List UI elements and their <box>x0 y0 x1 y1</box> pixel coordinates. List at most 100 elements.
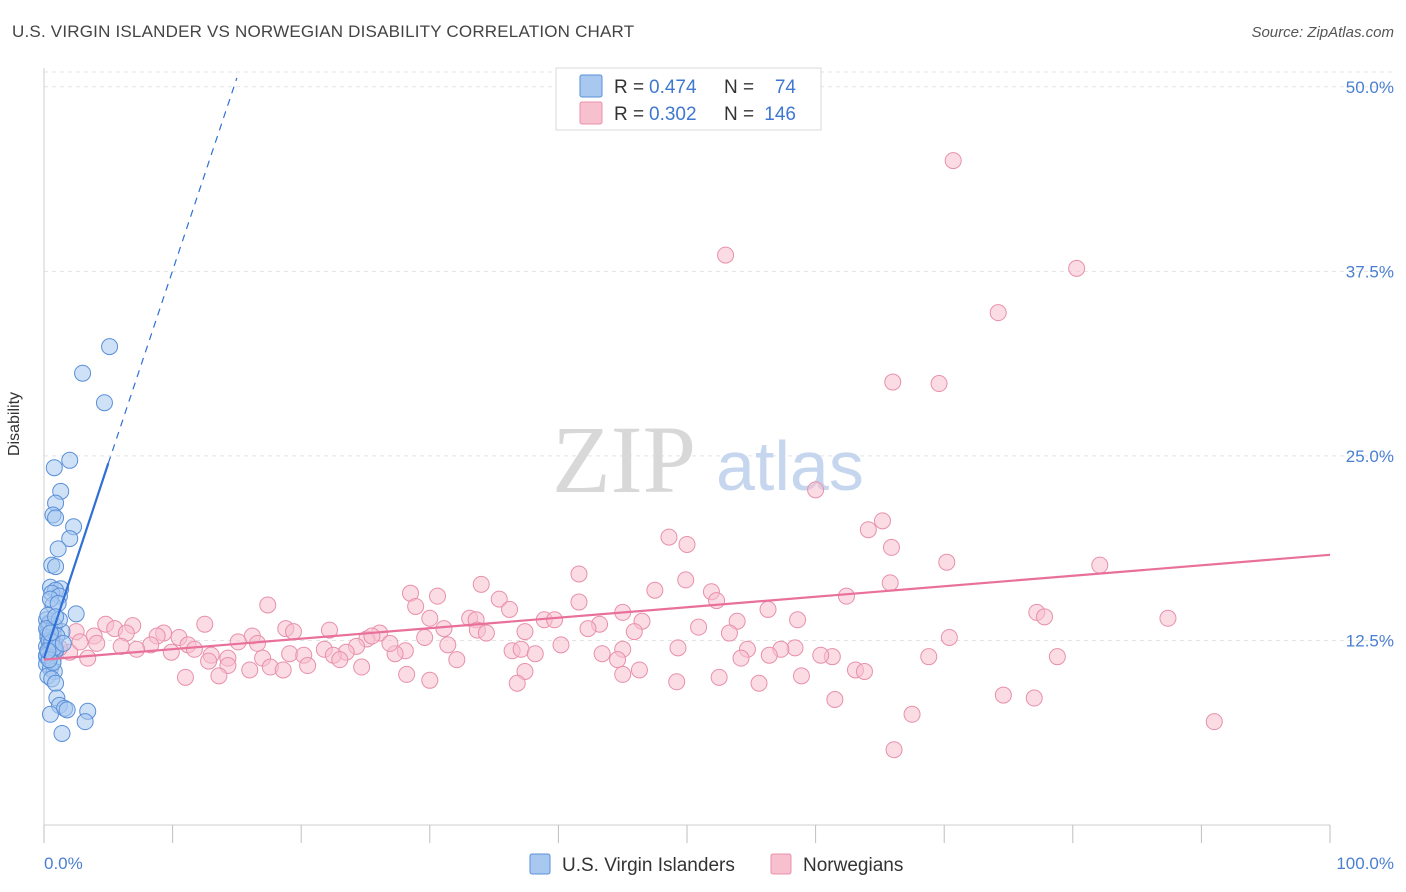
norwegians-point <box>994 686 1012 704</box>
norwegians-point <box>826 691 844 708</box>
norwegians-point <box>162 643 180 661</box>
virgin-islanders-point <box>45 459 63 477</box>
norwegians-point <box>717 246 735 264</box>
norwegians-point <box>421 671 439 689</box>
norwegians-point <box>1068 259 1086 277</box>
bottom-legend-label-virgin-islanders: U.S. Virgin Islanders <box>562 855 735 876</box>
virgin-islanders-point <box>47 558 65 576</box>
norwegians-point <box>429 587 447 605</box>
norwegians-point <box>732 649 750 667</box>
bottom-legend-label-norwegians: Norwegians <box>803 855 903 876</box>
norwegians-point <box>1205 713 1223 731</box>
norwegians-point <box>989 304 1007 322</box>
legend-swatch-virgin-islanders <box>579 74 603 98</box>
norwegians-point <box>625 623 643 641</box>
norwegians-point <box>855 662 873 680</box>
virgin-islanders-point <box>49 540 67 558</box>
norwegians-point <box>210 667 228 685</box>
virgin-islanders-point <box>61 530 79 548</box>
norwegians-point <box>720 624 738 642</box>
norwegians-point <box>407 597 425 615</box>
x-tick-label-min: 0.0% <box>44 854 83 873</box>
norwegians-point <box>710 668 728 686</box>
norwegians-point <box>920 648 938 666</box>
norwegians-point <box>398 665 416 683</box>
virgin-islanders-point <box>54 634 72 652</box>
virgin-islanders-point <box>76 713 94 731</box>
norwegians-point <box>789 611 807 629</box>
y-tick-label: 12.5% <box>1346 631 1394 650</box>
norwegians-point <box>416 628 434 646</box>
norwegians-point <box>259 596 277 614</box>
legend-r-value: 0.302 <box>649 104 697 125</box>
norwegians-point <box>546 611 564 629</box>
y-tick-labels: 12.5% 25.0% 37.5% 50.0% <box>1346 78 1394 651</box>
norwegians-point <box>669 639 687 657</box>
virgin-islanders-point <box>41 705 59 723</box>
norwegians-point <box>570 593 588 611</box>
norwegians-point <box>837 587 855 605</box>
norwegians-point <box>448 651 466 669</box>
virgin-islanders-point <box>47 674 65 692</box>
norwegians-point <box>570 565 588 583</box>
norwegians-point <box>241 661 259 679</box>
virgin-islanders-point <box>95 394 113 412</box>
virgin-islanders-points <box>38 338 119 742</box>
axes <box>43 68 1331 843</box>
virgin-islanders-point <box>58 701 76 719</box>
norwegians-point <box>677 571 695 589</box>
norwegians-point <box>882 538 900 556</box>
norwegians-point <box>501 600 519 618</box>
norwegians-point <box>903 705 921 723</box>
norwegians-point <box>79 649 97 667</box>
norwegians-point <box>200 652 218 670</box>
norwegians-point <box>760 646 778 664</box>
norwegians-point <box>1091 556 1109 574</box>
norwegians-point <box>472 575 490 593</box>
norwegians-point <box>477 624 495 642</box>
norwegians-point <box>759 600 777 618</box>
norwegians-point <box>196 615 214 633</box>
norwegians-point <box>884 373 902 391</box>
norwegians-point <box>353 658 371 676</box>
norwegians-point <box>807 481 825 499</box>
norwegians-point <box>284 623 302 641</box>
norwegians-point <box>930 375 948 393</box>
legend-r-label: R = <box>614 77 644 98</box>
trend-lines <box>42 77 1331 661</box>
norwegians-point <box>678 535 696 553</box>
norwegians-point <box>660 528 678 546</box>
x-tick-label-max: 100.0% <box>1336 854 1394 873</box>
norwegians-point <box>1025 689 1043 707</box>
norwegians-point <box>786 639 804 657</box>
norwegians-point <box>938 553 956 571</box>
norwegians-point <box>668 673 686 691</box>
norwegians-point <box>1159 609 1177 627</box>
chart-title: U.S. VIRGIN ISLANDER VS NORWEGIAN DISABI… <box>12 22 635 41</box>
norwegians-point <box>512 640 530 658</box>
virgin-islanders-point <box>61 451 79 469</box>
norwegians-point <box>331 651 349 669</box>
norwegians-point <box>490 590 508 608</box>
virgin-islanders-point <box>53 724 71 742</box>
y-tick-label: 25.0% <box>1346 447 1394 466</box>
virgin-islanders-trend-line <box>42 462 110 659</box>
norwegians-point <box>579 620 597 638</box>
norwegians-point <box>71 633 89 651</box>
norwegians-trend-line <box>43 553 1331 661</box>
norwegians-point <box>1036 608 1054 626</box>
norwegians-point <box>526 645 544 663</box>
norwegians-point <box>516 623 534 641</box>
source-label: Source: ZipAtlas.com <box>1251 24 1394 41</box>
legend-n-label: N = <box>724 104 754 125</box>
norwegians-points <box>50 152 1223 759</box>
x-tick-labels: 0.0% 100.0% <box>44 854 1394 873</box>
bottom-legend-swatch-norwegians <box>770 853 792 875</box>
norwegians-point <box>609 651 627 669</box>
virgin-islanders-point <box>101 338 119 356</box>
virgin-islanders-point <box>47 509 65 527</box>
norwegians-point <box>274 661 292 679</box>
virgin-islanders-point <box>67 605 85 623</box>
watermark-zip: ZIP <box>552 406 696 513</box>
watermark: ZIP atlas <box>552 406 864 513</box>
